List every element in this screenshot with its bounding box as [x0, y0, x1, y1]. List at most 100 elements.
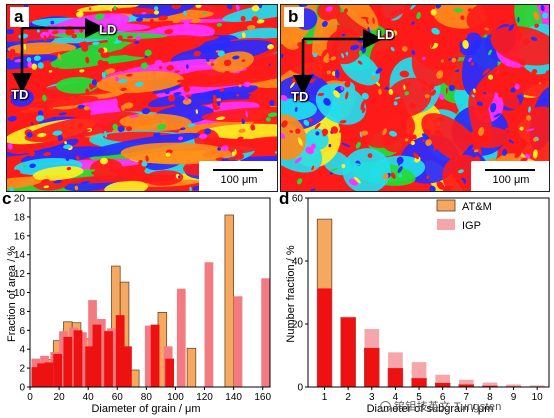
- grain-speckle: [154, 59, 163, 66]
- grain-speckle: [542, 12, 549, 19]
- grain-speckle: [7, 59, 11, 67]
- grain-speckle: [97, 59, 104, 67]
- grain: [249, 91, 275, 101]
- grain-speckle: [527, 106, 532, 113]
- grain-speckle: [390, 10, 398, 16]
- grain-speckle: [65, 155, 70, 162]
- grain-speckle: [468, 57, 472, 63]
- grain-speckle: [141, 161, 148, 167]
- grain-speckle: [421, 133, 430, 140]
- grain-speckle: [294, 157, 302, 164]
- grain-speckle: [428, 83, 435, 91]
- x-tick-label: 4: [393, 392, 399, 403]
- grain: [239, 64, 277, 80]
- grain-speckle: [405, 82, 411, 87]
- grain-speckle: [382, 173, 389, 180]
- grain-speckle: [195, 109, 198, 114]
- bar-overlap-7: [482, 385, 498, 387]
- grain-speckle: [314, 122, 321, 130]
- bar-igp-12: [204, 262, 214, 387]
- bar-overlap-9: [115, 315, 125, 387]
- grain-speckle: [35, 115, 45, 122]
- grain-speckle: [81, 102, 92, 106]
- grain-speckle: [153, 132, 159, 138]
- grain-speckle: [476, 101, 484, 107]
- grain-speckle: [327, 18, 335, 23]
- grain: [121, 35, 205, 57]
- grain-speckle: [113, 59, 118, 63]
- bar-overlap-1: [37, 363, 46, 387]
- grain-speckle: [282, 174, 286, 177]
- grain-speckle: [454, 79, 460, 85]
- grain-speckle: [210, 63, 215, 66]
- grain-speckle: [135, 81, 144, 87]
- grain-speckle: [23, 43, 27, 51]
- grain-speckle: [408, 133, 414, 140]
- grain-speckle: [510, 87, 516, 93]
- grain-speckle: [339, 126, 344, 133]
- grain-speckle: [63, 144, 72, 149]
- grain-speckle: [216, 98, 222, 102]
- x-tick-label: 7: [464, 392, 470, 403]
- grain-speckle: [455, 8, 460, 13]
- grain-speckle: [257, 146, 264, 150]
- grain-speckle: [52, 130, 63, 136]
- grain-speckle: [436, 181, 445, 190]
- grain-speckle: [269, 99, 275, 107]
- ld-label-a: LD: [99, 22, 117, 37]
- grain-speckle: [66, 109, 75, 115]
- grain-speckle: [416, 11, 421, 20]
- grain-speckle: [113, 5, 117, 11]
- grain-speckle: [354, 176, 361, 184]
- grain-speckle: [85, 88, 90, 94]
- bar-overlap-3: [53, 353, 62, 387]
- grain-speckle: [25, 126, 28, 130]
- grain-speckle: [250, 124, 256, 131]
- bar-igp-6: [458, 379, 474, 387]
- y-tick-label: 10: [14, 288, 26, 299]
- grain-speckle: [516, 32, 522, 41]
- x-tick-label: 3: [369, 392, 375, 403]
- grain-speckle: [303, 119, 310, 126]
- grain-speckle: [488, 74, 494, 80]
- grain-speckle: [393, 101, 398, 106]
- grain-speckle: [83, 129, 91, 132]
- bar-overlap-3: [388, 368, 403, 387]
- grain-speckle: [145, 155, 149, 162]
- grain-speckle: [182, 98, 192, 105]
- bar-igp-9: [529, 385, 545, 387]
- grain-speckle: [23, 165, 26, 168]
- grain-speckle: [430, 89, 437, 96]
- grain-speckle: [437, 117, 444, 122]
- grain-speckle: [9, 48, 16, 55]
- grain-speckle: [530, 36, 538, 41]
- grain-speckle: [189, 186, 192, 191]
- grain-speckle: [297, 137, 303, 146]
- grain-speckle: [519, 126, 524, 131]
- grain-speckle: [217, 50, 225, 57]
- grain-speckle: [422, 139, 425, 143]
- grain-speckle: [333, 90, 340, 98]
- bars-group: [316, 218, 545, 388]
- grain-speckle: [478, 127, 485, 136]
- grain-speckle: [83, 105, 90, 111]
- grain-speckle: [390, 47, 395, 52]
- grain-speckle: [141, 12, 147, 15]
- grain-speckle: [470, 49, 476, 55]
- y-axis-label: Number fraction / %: [285, 245, 297, 342]
- grain-speckle: [167, 94, 176, 102]
- grain: [7, 79, 55, 94]
- grain: [113, 7, 160, 15]
- bar-overlap-0: [31, 367, 41, 387]
- y-tick-label: 14: [14, 250, 26, 261]
- axes-group: 1 2 3 4 5 6 7 8 9 10 0 20 40 60: [292, 194, 550, 403]
- grain-speckle: [7, 97, 12, 101]
- grain-speckle: [216, 116, 226, 121]
- grain-speckle: [171, 5, 182, 10]
- bar-overlap-8: [104, 331, 113, 387]
- grain-speckle: [357, 60, 363, 65]
- grain-speckle: [216, 99, 221, 107]
- bar-igp-7: [482, 382, 498, 387]
- grain-speckle: [241, 118, 245, 125]
- grain-speckle: [329, 172, 333, 175]
